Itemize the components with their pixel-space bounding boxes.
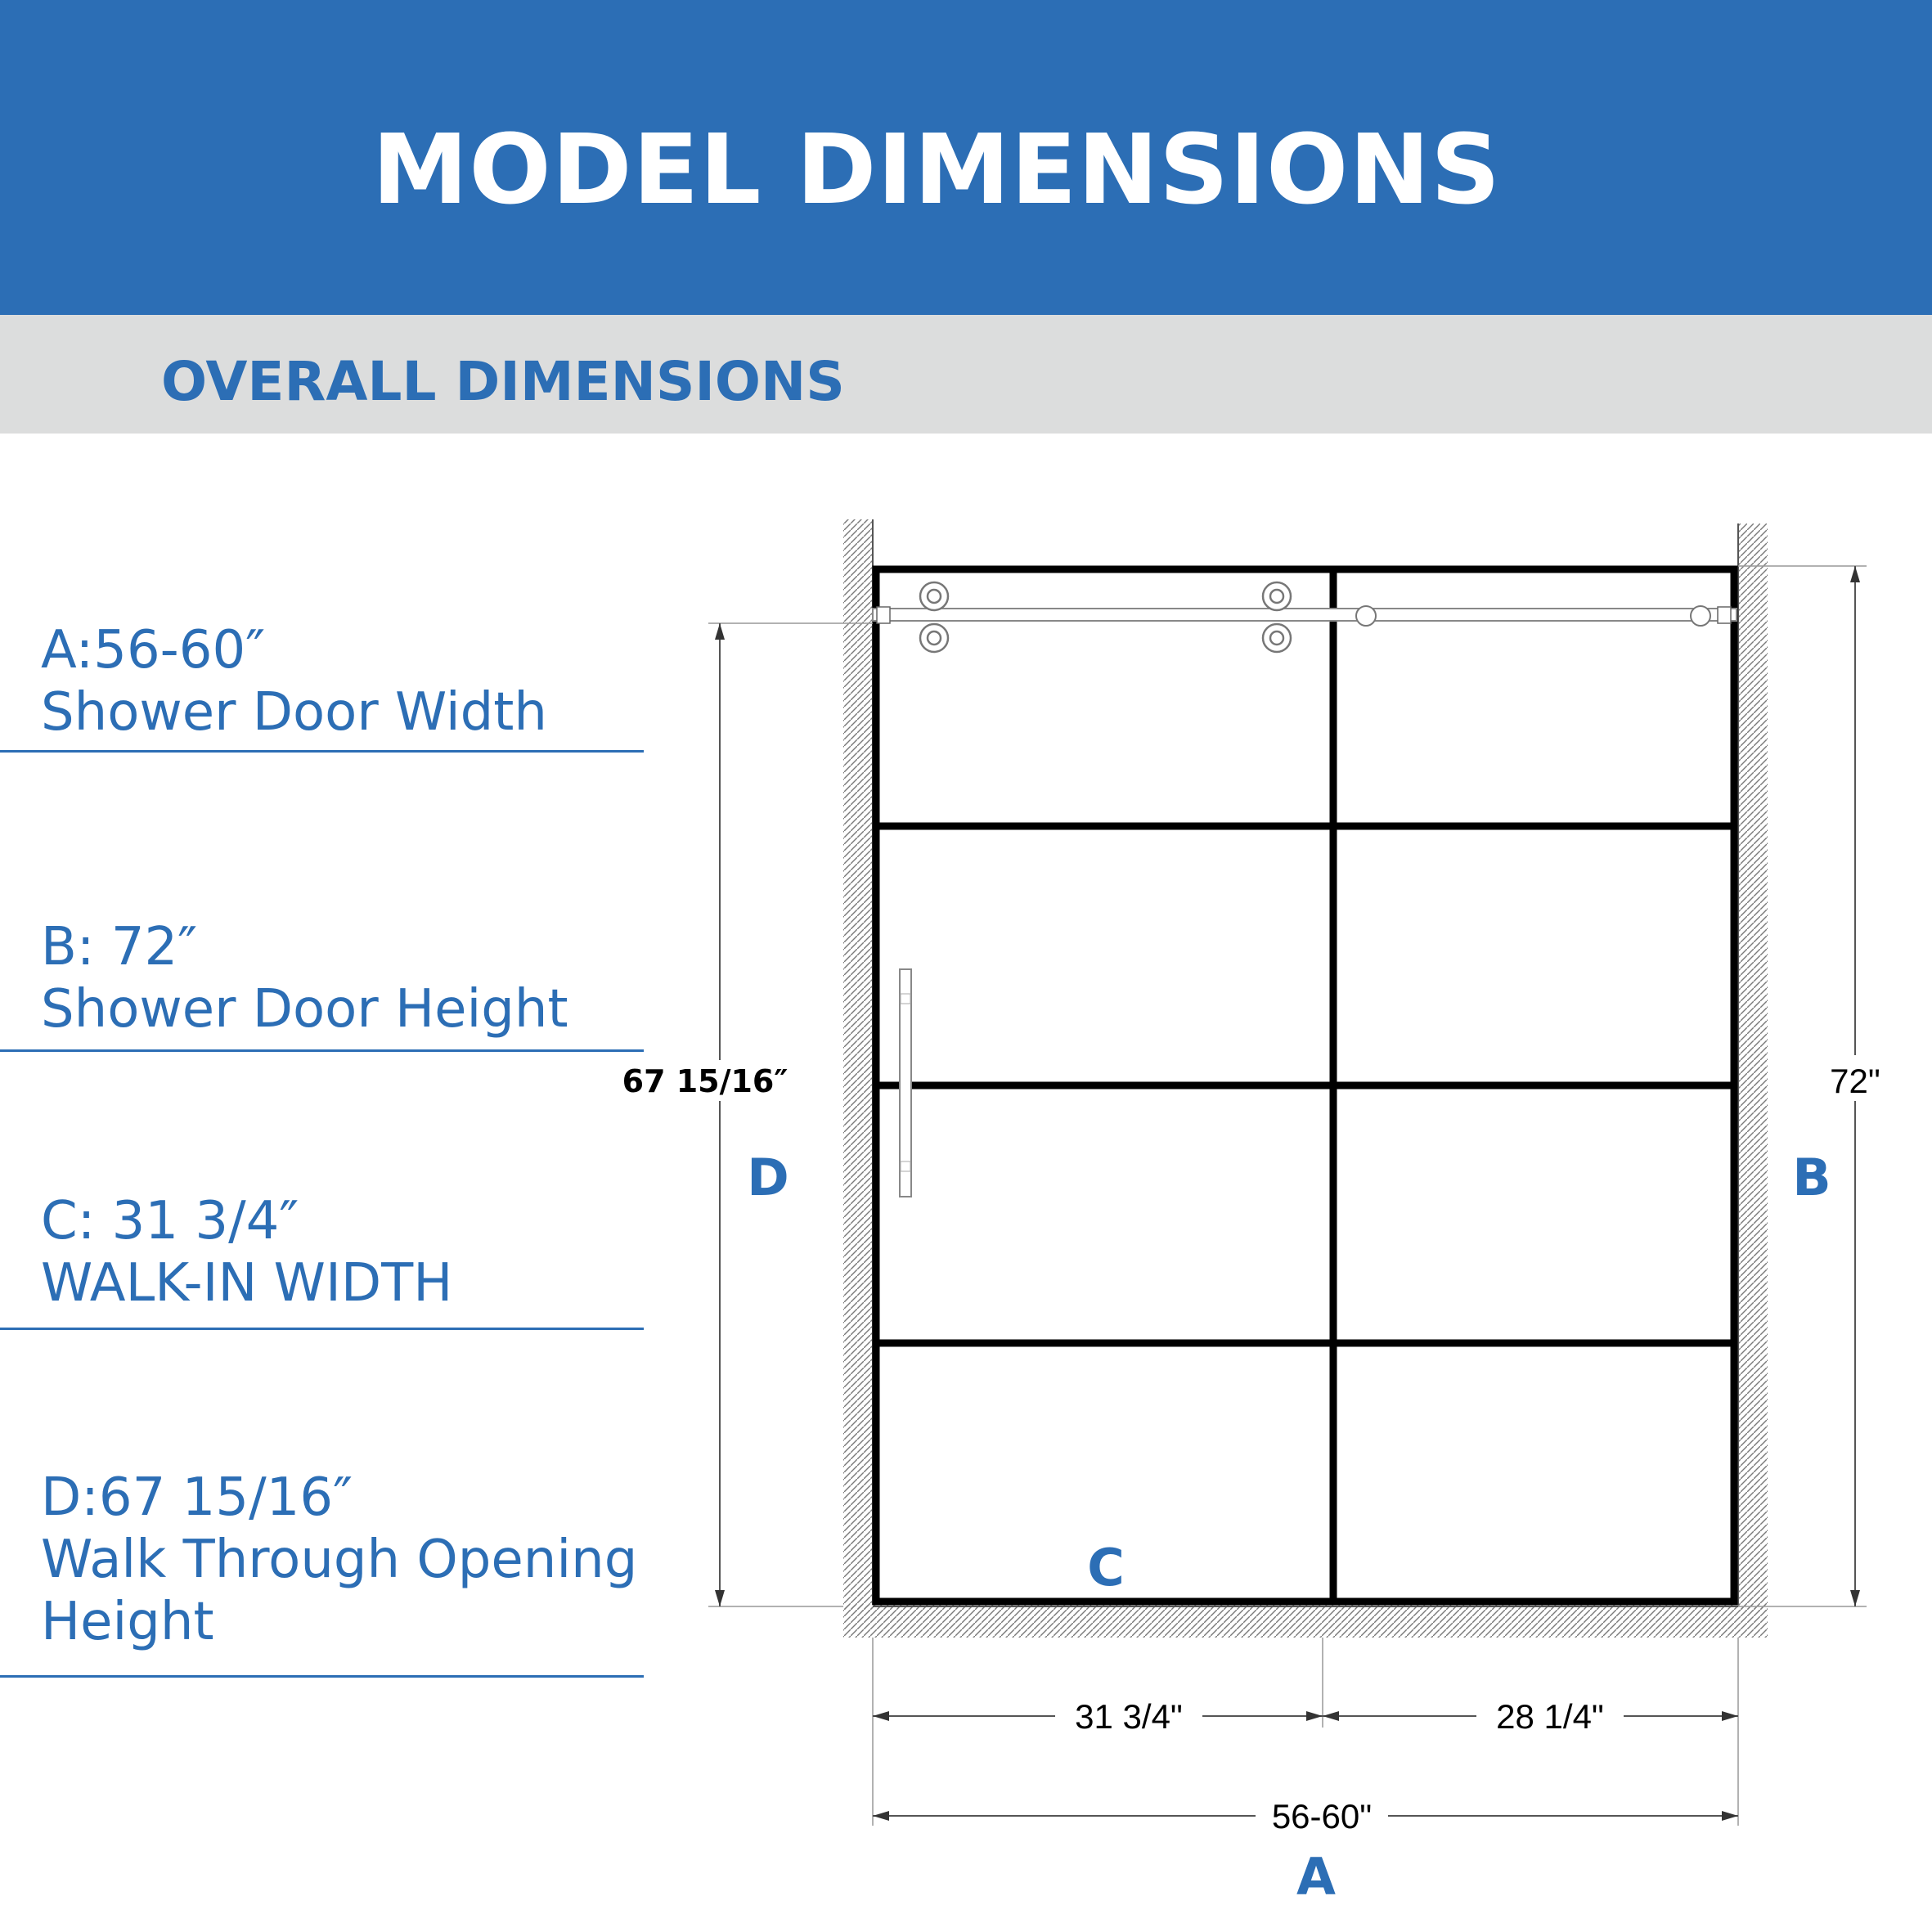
dim-fixed-arrow-right <box>1722 1711 1738 1721</box>
dim-letter-c: C <box>1087 1538 1125 1597</box>
dim-d-value: 67 15/16″ <box>622 1063 789 1099</box>
handle-mount <box>900 993 911 1004</box>
track-stopper-icon <box>1690 605 1711 627</box>
track-rail <box>872 608 1737 622</box>
door-handle-icon <box>899 968 912 1197</box>
spec-d-code: D: <box>41 1467 99 1528</box>
spec-d-desc-1: Walk Through Opening <box>41 1530 638 1590</box>
dim-b-label-bg <box>1820 1055 1894 1101</box>
dim-b-arrow-bottom <box>1850 1590 1860 1606</box>
spec-a-value: 56-60″ <box>93 620 266 681</box>
spec-c: C: 31 3/4″ WALK-IN WIDTH <box>0 1190 644 1330</box>
dim-total-label-bg <box>1256 1795 1388 1835</box>
spec-b: B: 72″ Shower Door Height <box>0 916 644 1052</box>
dim-letter-d: D <box>747 1148 789 1207</box>
dim-walkin-arrow-right <box>1306 1711 1323 1721</box>
spec-b-desc: Shower Door Height <box>41 979 568 1040</box>
dim-walkin-label-bg <box>1055 1695 1202 1736</box>
dim-fixed-arrow-left <box>1323 1711 1339 1721</box>
spec-b-value: 72″ <box>110 917 198 977</box>
roller-right-icon <box>1261 581 1292 654</box>
track-end-left <box>876 606 891 624</box>
dim-walkin-value: 31 3/4" <box>1075 1697 1183 1736</box>
spec-a-desc: Shower Door Width <box>41 682 547 743</box>
spec-a: A:56-60″ Shower Door Width <box>0 619 644 753</box>
dim-total-arrow-left <box>873 1811 889 1821</box>
roller-left-icon <box>919 581 950 654</box>
floor <box>843 1605 1768 1638</box>
right-wall-hatch <box>1738 523 1768 1611</box>
spec-c-desc: WALK-IN WIDTH <box>41 1253 453 1314</box>
spec-c-code: C: <box>41 1191 96 1251</box>
page-title: MODEL DIMENSIONS <box>371 113 1502 226</box>
dim-b-value: 72" <box>1830 1062 1880 1100</box>
dim-fixed-value: 28 1/4" <box>1496 1697 1604 1736</box>
subheader-banner: OVERALL DIMENSIONS <box>0 315 1932 434</box>
spec-d: D:67 15/16″ Walk Through Opening Height <box>0 1467 644 1678</box>
dim-d-label-bg <box>612 1060 800 1101</box>
spec-b-code: B: <box>41 917 95 977</box>
dim-b-arrow-top <box>1850 566 1860 582</box>
spec-d-desc-2: Height <box>41 1592 214 1652</box>
handle-mount <box>900 1161 911 1172</box>
dim-d-arrow-top <box>715 623 725 640</box>
dim-fixed-label-bg <box>1476 1695 1624 1736</box>
spec-c-value: 31 3/4″ <box>111 1191 299 1251</box>
dim-walkin-arrow-left <box>873 1711 889 1721</box>
dim-total-arrow-right <box>1722 1811 1738 1821</box>
header-banner: MODEL DIMENSIONS <box>0 0 1932 315</box>
section-title: OVERALL DIMENSIONS <box>161 350 845 413</box>
dim-total-value: 56-60" <box>1272 1797 1372 1835</box>
track-stopper-icon <box>1355 605 1377 627</box>
track-end-right <box>1717 606 1732 624</box>
left-wall <box>843 519 873 1611</box>
spec-a-code: A: <box>41 620 94 681</box>
dim-d-arrow-bottom <box>715 1590 725 1606</box>
dim-letter-b: B <box>1792 1148 1831 1207</box>
dim-letter-a: A <box>1296 1847 1336 1907</box>
spec-d-value: 67 15/16″ <box>98 1467 353 1528</box>
